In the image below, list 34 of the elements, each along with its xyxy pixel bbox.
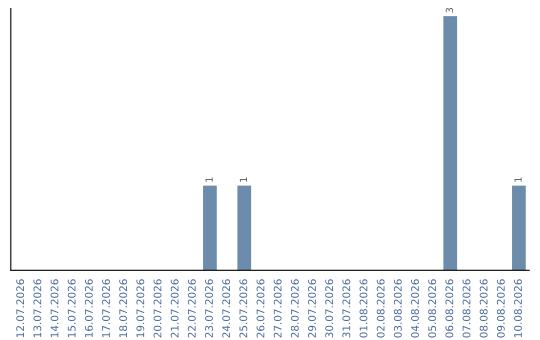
x-tick-label: 22.07.2026 [188, 279, 196, 338]
x-tick-label: 07.08.2026 [462, 279, 470, 338]
x-tick-label: 01.08.2026 [360, 279, 368, 338]
x-tick-label: 05.08.2026 [428, 279, 436, 338]
data-label: 1 [206, 178, 213, 182]
x-tick-label: 04.08.2026 [411, 279, 419, 338]
x-tick-label: 25.07.2026 [239, 279, 248, 338]
x-tick-label: 06.08.2026 [445, 279, 454, 338]
data-label: 1 [240, 178, 247, 182]
x-tick-label: 27.07.2026 [274, 279, 282, 338]
x-tick-label: 12.07.2026 [16, 279, 24, 338]
x-tick-label: 13.07.2026 [33, 279, 42, 338]
x-tick-label: 17.07.2026 [102, 279, 110, 338]
x-tick-label: 26.07.2026 [256, 279, 264, 338]
x-tick-label: 19.07.2026 [136, 279, 144, 338]
x-tick-label: 02.08.2026 [376, 279, 385, 338]
x-tick-label: 30.07.2026 [325, 279, 334, 338]
x-tick-label: 18.07.2026 [119, 279, 128, 338]
x-tick-label: 20.07.2026 [154, 279, 162, 338]
x-tick-label: 24.07.2026 [222, 279, 230, 338]
x-tick-label: 10.08.2026 [514, 279, 522, 338]
x-tick-label: 23.07.2026 [205, 279, 213, 338]
x-tick-label: 29.07.2026 [308, 279, 316, 338]
x-tick-label: 16.07.2026 [84, 279, 93, 338]
x-tick-label: 28.07.2026 [290, 279, 299, 338]
x-tick-label: 08.08.2026 [480, 279, 488, 338]
x-tick-label: 03.08.2026 [394, 279, 402, 338]
x-tick-label: 15.07.2026 [68, 279, 76, 338]
data-label: 1 [514, 178, 522, 182]
x-tick-label: 09.08.2026 [496, 279, 505, 338]
data-label: 3 [446, 8, 454, 13]
x-tick-label: 31.07.2026 [342, 279, 350, 338]
x-tick-label: 14.07.2026 [50, 279, 58, 338]
x-tick-label: 21.07.2026 [170, 279, 179, 338]
